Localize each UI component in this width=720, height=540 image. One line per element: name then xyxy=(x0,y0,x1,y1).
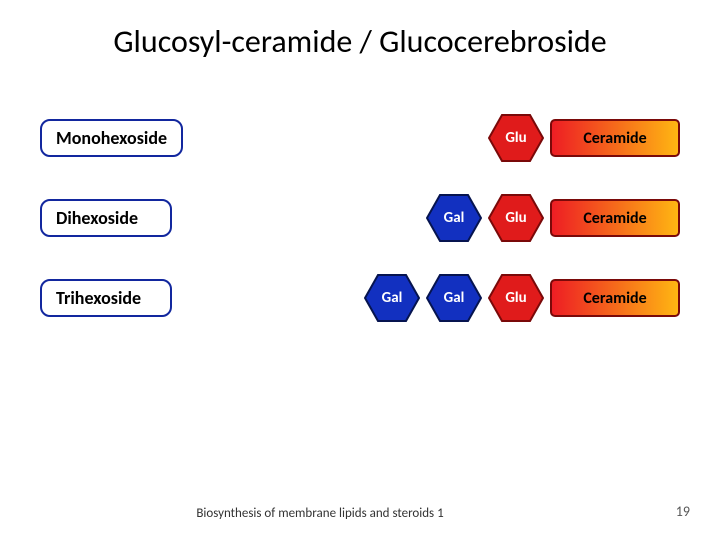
chain-trihexoside: Gal Gal Glu Ceramide xyxy=(364,274,680,322)
hexagon-glu-label: Glu xyxy=(505,209,526,227)
hexagon-glu: Glu xyxy=(488,114,544,162)
hexagon-glu-label: Glu xyxy=(505,129,526,147)
row-monohexoside: Monohexoside Glu Ceramide xyxy=(40,108,680,168)
label-trihexoside: Trihexoside xyxy=(40,279,172,317)
chain-monohexoside: Glu Ceramide xyxy=(488,114,680,162)
ceramide-box: Ceramide xyxy=(550,279,680,317)
ceramide-label: Ceramide xyxy=(583,289,646,308)
hexagon-glu: Glu xyxy=(488,194,544,242)
page-number: 19 xyxy=(676,503,690,520)
hexagon-gal-label: Gal xyxy=(382,289,403,307)
ceramide-box: Ceramide xyxy=(550,119,680,157)
hexagon-gal: Gal xyxy=(426,274,482,322)
label-monohexoside: Monohexoside xyxy=(40,119,183,157)
hexagon-glu: Glu xyxy=(488,274,544,322)
hexagon-gal-label: Gal xyxy=(444,209,465,227)
hexagon-gal-label: Gal xyxy=(444,289,465,307)
ceramide-label: Ceramide xyxy=(583,129,646,148)
slide-title: Glucosyl-ceramide / Glucocerebroside xyxy=(0,22,720,61)
hexagon-gal: Gal xyxy=(426,194,482,242)
slide: Glucosyl-ceramide / Glucocerebroside Mon… xyxy=(0,0,720,540)
hexagon-glu-label: Glu xyxy=(505,289,526,307)
ceramide-box: Ceramide xyxy=(550,199,680,237)
hexagon-gal: Gal xyxy=(364,274,420,322)
row-trihexoside: Trihexoside Gal Gal Glu Ceramide xyxy=(40,268,680,328)
ceramide-label: Ceramide xyxy=(583,209,646,228)
label-dihexoside: Dihexoside xyxy=(40,199,172,237)
chain-dihexoside: Gal Glu Ceramide xyxy=(426,194,680,242)
row-dihexoside: Dihexoside Gal Glu Ceramide xyxy=(40,188,680,248)
footer-text: Biosynthesis of membrane lipids and ster… xyxy=(180,506,460,522)
